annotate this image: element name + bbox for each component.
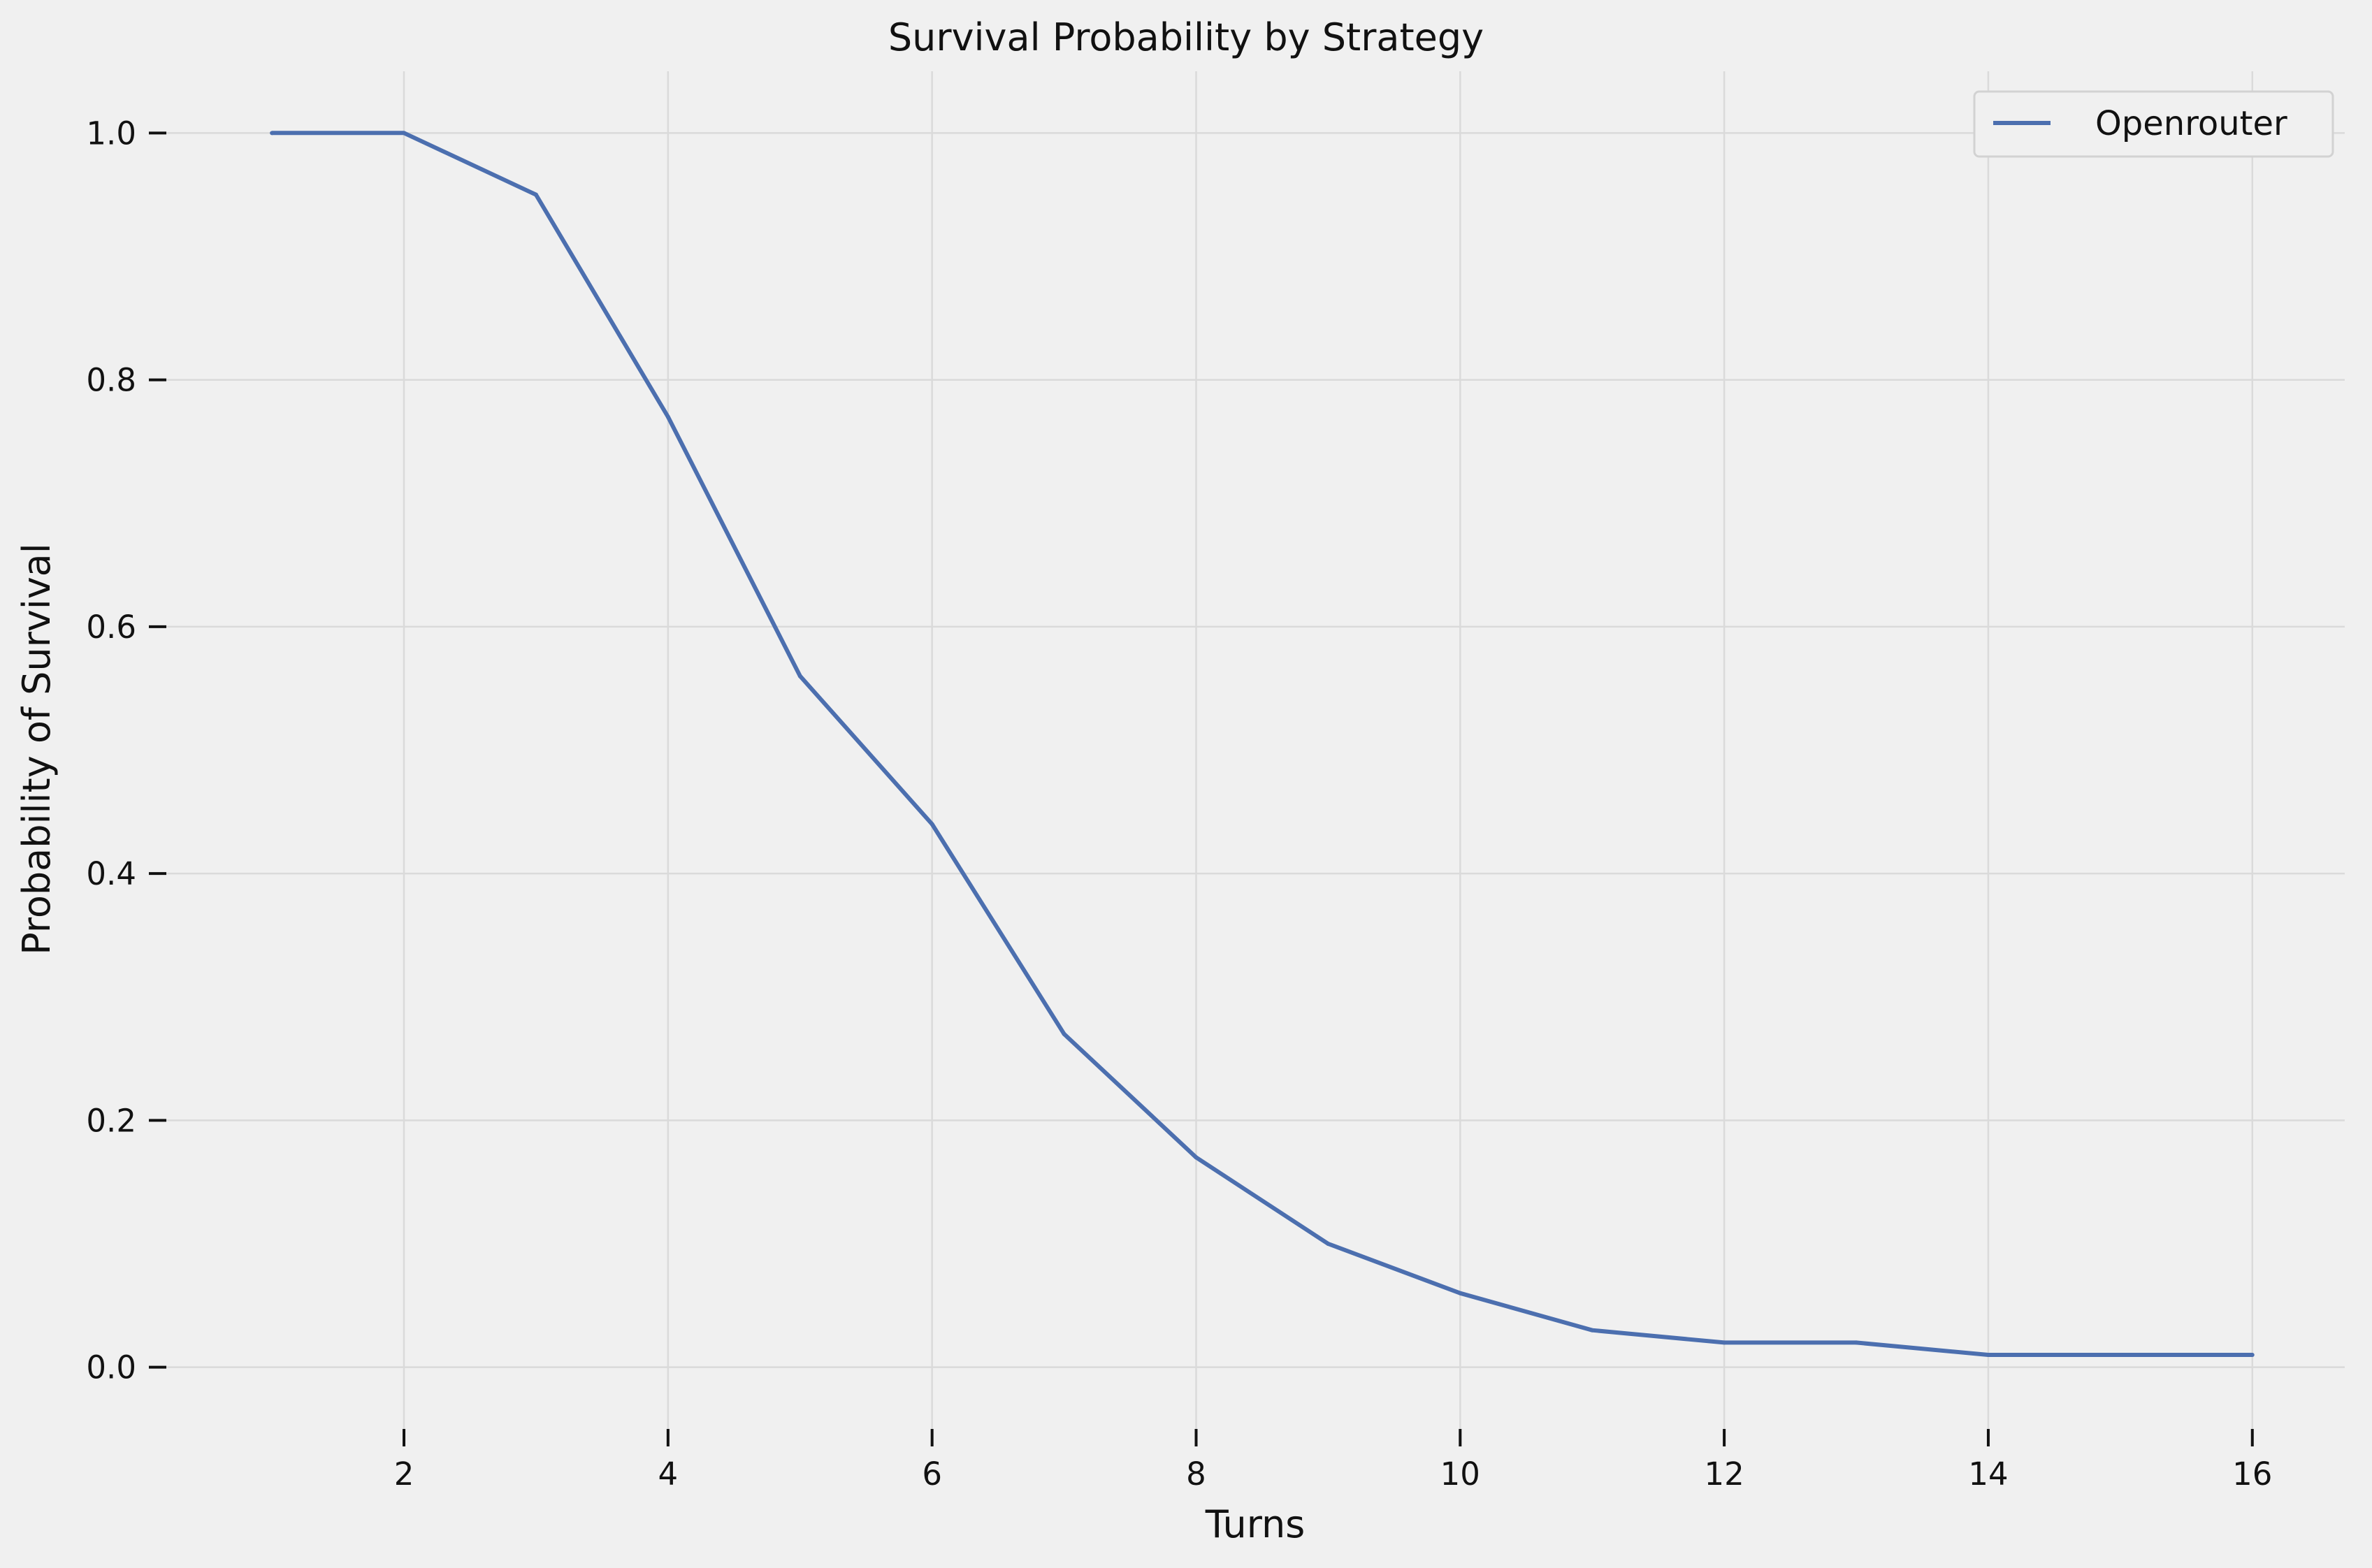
y-tick-label: 0.8 — [86, 362, 136, 399]
x-tick-label: 12 — [1704, 1456, 1744, 1493]
data-point — [2250, 1353, 2255, 1358]
x-tick-label: 6 — [922, 1456, 942, 1493]
data-point — [797, 674, 802, 678]
data-point — [2118, 1353, 2122, 1358]
y-tick-label: 0.0 — [86, 1349, 136, 1386]
x-tick-label: 14 — [1968, 1456, 2008, 1493]
series-line-openrouter — [272, 131, 2252, 1357]
data-point — [1722, 1340, 1727, 1345]
data-point — [270, 131, 275, 136]
y-tick-label: 0.6 — [86, 609, 136, 646]
data-point — [533, 192, 538, 197]
y-axis-label: Probability of Survival — [15, 543, 59, 955]
data-point — [1590, 1328, 1595, 1333]
data-point — [1458, 1291, 1463, 1295]
axis-ticks: 2 4 6 8 10 12 14 16 0.0 0.2 0.4 0.6 0.8 1.0 — [86, 115, 2272, 1493]
data-point — [402, 131, 407, 136]
data-point — [1986, 1353, 1990, 1358]
series-lines — [270, 131, 2255, 1358]
data-point — [665, 414, 670, 419]
legend-frame — [1973, 90, 2334, 158]
x-tick-label: 2 — [394, 1456, 414, 1493]
data-point — [1854, 1340, 1859, 1345]
y-tick-label: 1.0 — [86, 115, 136, 152]
x-tick-label: 8 — [1186, 1456, 1206, 1493]
data-point — [930, 822, 934, 827]
x-tick-label: 10 — [1440, 1456, 1480, 1493]
x-axis-label: Turns — [1205, 1502, 1306, 1546]
data-point — [1194, 1155, 1199, 1160]
legend-label-openrouter: Openrouter — [2095, 104, 2287, 143]
y-tick-label: 0.4 — [86, 855, 136, 892]
data-point — [1326, 1242, 1331, 1247]
x-tick-label: 4 — [658, 1456, 679, 1493]
y-tick-label: 0.2 — [86, 1102, 136, 1139]
data-point — [1062, 1031, 1066, 1036]
legend: Openrouter — [1973, 90, 2334, 158]
chart-title: Survival Probability by Strategy — [888, 15, 1484, 59]
x-tick-label: 16 — [2232, 1456, 2272, 1493]
